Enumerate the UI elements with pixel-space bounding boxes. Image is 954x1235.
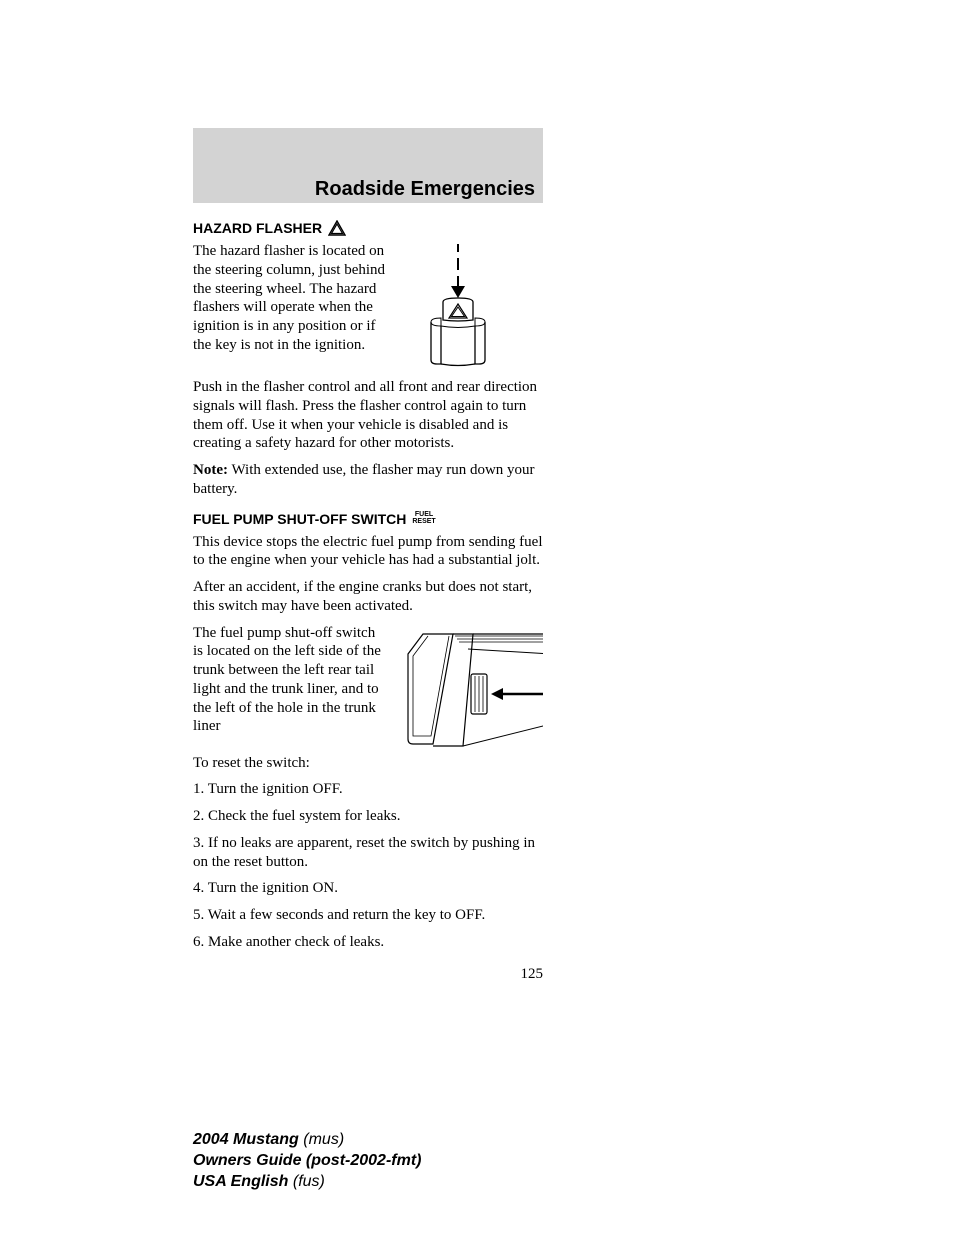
footer-l3-bold: USA English xyxy=(193,1173,293,1190)
page-content: HAZARD FLASHER The hazard flasher is loc… xyxy=(193,220,543,983)
footer-line-3: USA English (fus) xyxy=(193,1172,421,1193)
fuel-step-4: 4. Turn the ignition ON. xyxy=(193,879,543,898)
fuel-icon-line2: RESET xyxy=(412,518,435,525)
fuel-heading: FUEL PUMP SHUT-OFF SWITCH FUEL RESET xyxy=(193,511,543,527)
fuel-section-wrap: The fuel pump shut-off switch is located… xyxy=(193,624,543,754)
fuel-p2: After an accident, if the engine cranks … xyxy=(193,578,543,616)
hazard-heading: HAZARD FLASHER xyxy=(193,220,543,236)
hazard-p1: The hazard flasher is located on the ste… xyxy=(193,242,388,355)
fuel-p3: The fuel pump shut-off switch is located… xyxy=(193,624,388,737)
hazard-heading-text: HAZARD FLASHER xyxy=(193,220,322,236)
fuel-heading-text: FUEL PUMP SHUT-OFF SWITCH xyxy=(193,511,406,527)
footer-l1-bold: 2004 Mustang xyxy=(193,1131,303,1148)
hazard-section-wrap: The hazard flasher is located on the ste… xyxy=(193,242,543,372)
hazard-p2: Push in the flasher control and all fron… xyxy=(193,378,543,453)
chapter-title: Roadside Emergencies xyxy=(193,178,543,201)
fuel-step-5: 5. Wait a few seconds and return the key… xyxy=(193,906,543,925)
fuel-step-3: 3. If no leaks are apparent, reset the s… xyxy=(193,834,543,872)
trunk-illustration xyxy=(403,624,543,754)
footer-line-1: 2004 Mustang (mus) xyxy=(193,1130,421,1151)
fuel-p4: To reset the switch: xyxy=(193,754,543,773)
footer-l3-italic: (fus) xyxy=(293,1173,325,1190)
footer-line-2: Owners Guide (post-2002-fmt) xyxy=(193,1151,421,1172)
fuel-reset-icon: FUEL RESET xyxy=(412,512,435,525)
fuel-p1: This device stops the electric fuel pump… xyxy=(193,533,543,571)
fuel-step-2: 2. Check the fuel system for leaks. xyxy=(193,807,543,826)
page-number: 125 xyxy=(193,966,543,983)
fuel-step-1: 1. Turn the ignition OFF. xyxy=(193,780,543,799)
note-text: With extended use, the flasher may run d… xyxy=(193,462,535,497)
hazard-flasher-illustration xyxy=(403,242,543,372)
footer-l1-italic: (mus) xyxy=(303,1131,344,1148)
footer: 2004 Mustang (mus) Owners Guide (post-20… xyxy=(193,1130,421,1192)
hazard-note: Note: With extended use, the flasher may… xyxy=(193,461,543,499)
footer-l2-bold: Owners Guide (post-2002-fmt) xyxy=(193,1152,421,1169)
hazard-triangle-icon xyxy=(328,220,346,236)
note-label: Note: xyxy=(193,462,228,478)
fuel-step-6: 6. Make another check of leaks. xyxy=(193,933,543,952)
